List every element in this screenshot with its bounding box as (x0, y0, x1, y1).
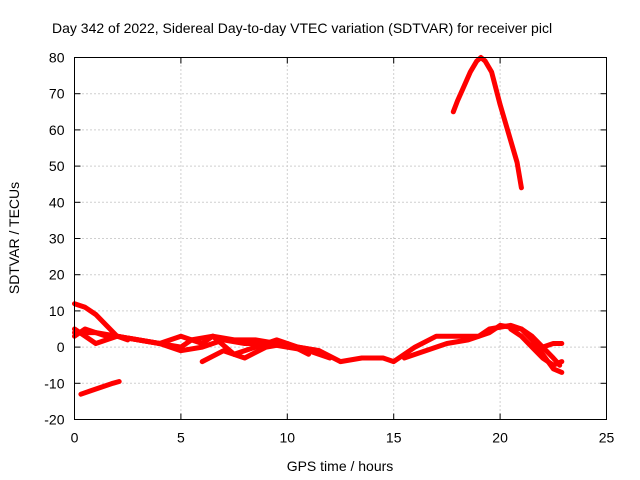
x-tick-label: 5 (177, 430, 185, 446)
y-tick-label: 60 (49, 122, 65, 138)
y-tick-label: 20 (49, 267, 65, 283)
x-tick-label: 10 (280, 430, 296, 446)
chart-title: Day 342 of 2022, Sidereal Day-to-day VTE… (52, 20, 552, 36)
x-tick-label: 25 (599, 430, 615, 446)
y-axis-label: SDTVAR / TECUs (6, 182, 22, 294)
series-arc-10 (450, 55, 524, 191)
series-arc-6 (401, 322, 565, 375)
grid (74, 57, 607, 420)
x-tick-labels: 0 5 10 15 20 25 (71, 430, 615, 446)
y-tick-label: 50 (49, 158, 65, 174)
tick-marks (74, 57, 607, 420)
series-arc-4 (72, 326, 322, 357)
series-arc-7 (508, 326, 565, 368)
series-arc-9 (78, 379, 122, 397)
y-tick-label: -10 (44, 375, 64, 391)
y-tick-labels: -20 -10 0 10 20 30 40 50 60 70 80 (44, 50, 64, 428)
y-tick-label: 40 (49, 194, 65, 210)
x-tick-label: 20 (492, 430, 508, 446)
y-tick-label: 0 (57, 339, 65, 355)
y-tick-label: 80 (49, 50, 65, 66)
x-tick-label: 0 (71, 430, 79, 446)
series-arc-5 (199, 341, 312, 365)
x-axis-label: GPS time / hours (287, 458, 394, 474)
y-tick-label: 70 (49, 86, 65, 102)
y-tick-label: 10 (49, 303, 65, 319)
series-arc-8 (529, 337, 565, 350)
y-tick-label: -20 (44, 412, 64, 428)
x-tick-label: 15 (386, 430, 402, 446)
y-tick-label: 30 (49, 231, 65, 247)
series-layer (72, 55, 565, 397)
